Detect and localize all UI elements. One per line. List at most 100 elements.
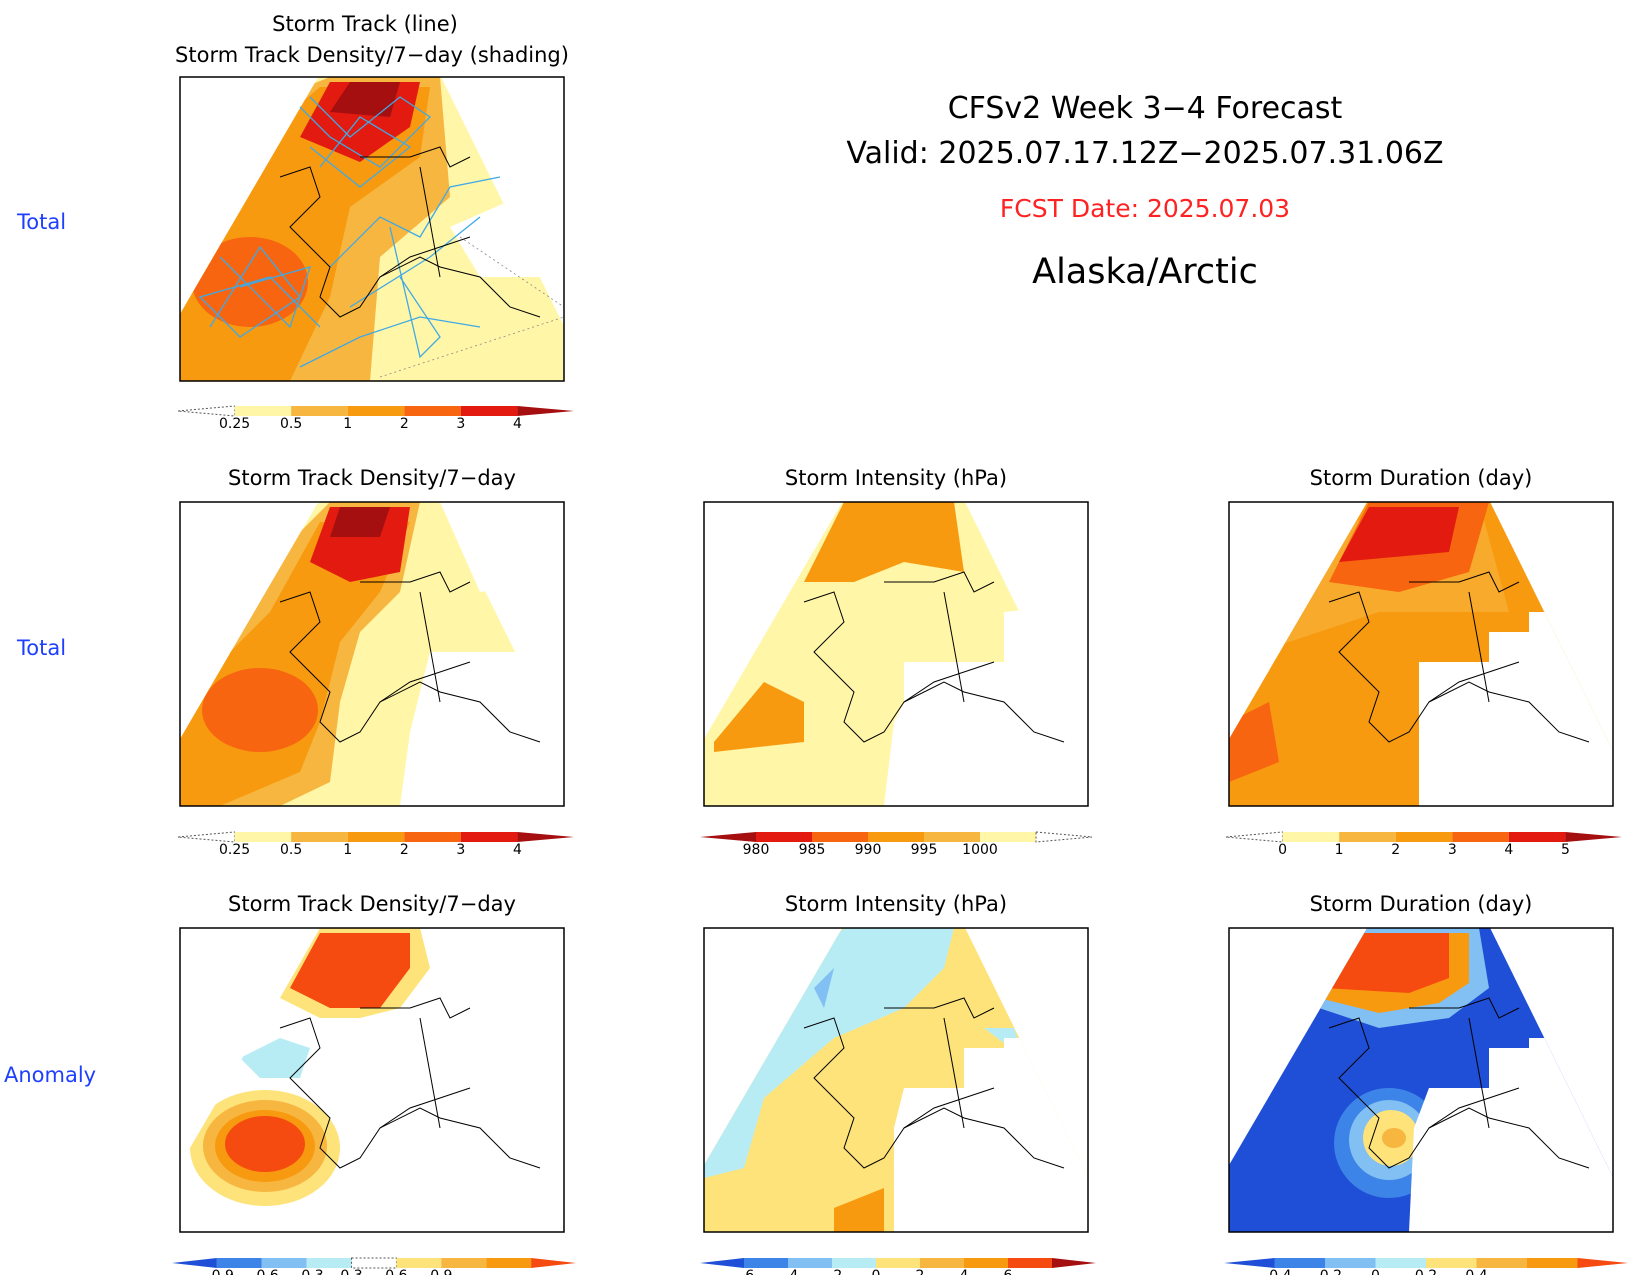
colorbar-tick-label: 0.3 <box>340 1268 362 1275</box>
graticule <box>379 236 565 378</box>
colorbar-tick-label: −6 <box>734 1268 755 1275</box>
colorbar-tick-label: −0.9 <box>200 1268 234 1275</box>
colorbar-tick-label: 0.2 <box>1415 1268 1437 1275</box>
colorbar-segment <box>172 1258 217 1268</box>
colorbar-segment <box>876 1258 920 1268</box>
colorbar-segment <box>924 832 980 842</box>
panel-intensity-anom-title: Storm Intensity (hPa) <box>785 892 1007 916</box>
colorbar-tick-label: 0.6 <box>385 1268 407 1275</box>
colorbar-intensity-total: 980 985 990 995 1000 <box>700 831 1093 858</box>
row-label-total-2: Total <box>16 636 66 660</box>
colorbar-tick-label: 3 <box>456 416 465 432</box>
panel-track-title-1: Storm Track (line) <box>272 12 458 36</box>
colorbar-tick-label: 995 <box>911 842 938 858</box>
storm-track-lines <box>198 96 501 368</box>
colorbar-segment <box>404 406 461 416</box>
colorbar-segment <box>177 831 236 843</box>
colorbar-segment <box>351 1257 397 1269</box>
colorbar-tick-label: 0 <box>1371 1268 1380 1275</box>
colorbar-tick-label: 2 <box>1391 842 1400 858</box>
colorbar-segment <box>744 1258 788 1268</box>
colorbar-segment <box>1225 831 1284 843</box>
panel-duration-anom-title: Storm Duration (day) <box>1310 892 1533 916</box>
colorbar-tick-label: 990 <box>855 842 882 858</box>
colorbar-tick-label: 0.25 <box>219 416 250 432</box>
colorbar-segment <box>234 406 292 416</box>
colorbar-segment <box>1508 832 1566 842</box>
colorbar-tick-label: 0.5 <box>280 416 302 432</box>
colorbar-segment <box>1282 832 1340 842</box>
map-track-density <box>179 76 565 382</box>
map-density-anom <box>179 927 565 1233</box>
map-density-total <box>179 501 565 807</box>
colorbar-segment <box>1224 1258 1275 1268</box>
colorbar-density-total: 0.25 0.5 1 2 3 4 <box>177 831 574 858</box>
colorbar-density-anomaly: −0.9 −0.6 −0.3 0.3 0.6 0.9 <box>172 1257 576 1279</box>
colorbar-tick-label: 985 <box>799 842 826 858</box>
colorbar-segment <box>812 832 868 842</box>
colorbar-segment <box>347 406 405 416</box>
colorbar-tick-label: 0.9 <box>430 1268 452 1275</box>
colorbar-segment <box>1395 832 1453 842</box>
colorbar-tick-label: −0.2 <box>1308 1268 1342 1275</box>
colorbar-segment <box>1452 832 1509 842</box>
colorbar-tick-label: −4 <box>778 1268 799 1275</box>
colorbar-tick-label: 4 <box>513 842 522 858</box>
colorbar-tick-label: −0.3 <box>290 1268 324 1275</box>
colorbar-segment <box>980 832 1036 842</box>
colorbar-tick-label: 1 <box>343 416 352 432</box>
colorbar-segment <box>441 1258 487 1268</box>
colorbar-segment <box>1052 1258 1096 1268</box>
colorbar-segment <box>756 832 812 842</box>
colorbar-tick-label: 4 <box>513 416 522 432</box>
colorbar-tick-label: −0.6 <box>245 1268 279 1275</box>
colorbar-segment <box>1577 1258 1628 1268</box>
colorbar-segment <box>234 832 292 842</box>
panel-density-anom-title: Storm Track Density/7−day <box>228 892 516 916</box>
map-intensity-anom <box>703 927 1089 1233</box>
colorbar-segment <box>261 1258 307 1268</box>
header-region: Alaska/Arctic <box>1032 252 1258 292</box>
colorbar-segment <box>1527 1258 1578 1268</box>
colorbar-intensity-anomaly: −6 −4 −2 0 2 4 6 <box>700 1258 1096 1279</box>
colorbar-duration-anomaly: −0.4 −0.2 0 0.2 0.4 <box>1224 1258 1628 1279</box>
colorbar-segment <box>291 832 348 842</box>
colorbar-segment <box>788 1258 832 1268</box>
colorbar-tick-label: 2 <box>916 1268 925 1275</box>
colorbar-tick-label: 0.5 <box>280 842 302 858</box>
colorbar-tick-label: 4 <box>1504 842 1513 858</box>
colorbar-segment <box>1375 1258 1426 1268</box>
colorbar-tick-label: 5 <box>1561 842 1570 858</box>
row-label-total-1: Total <box>16 210 66 234</box>
colorbar-segment <box>396 1258 442 1268</box>
row-label-anomaly: Anomaly <box>4 1063 96 1087</box>
panel-intensity-total-title: Storm Intensity (hPa) <box>785 466 1007 490</box>
colorbar-segment <box>306 1258 352 1268</box>
colorbar-segment <box>1274 1258 1325 1268</box>
colorbar-segment <box>920 1258 964 1268</box>
colorbar-segment <box>1565 832 1622 842</box>
colorbar-tick-label: 3 <box>1448 842 1457 858</box>
colorbar-segment <box>531 1258 576 1268</box>
colorbar-segment <box>1008 1258 1052 1268</box>
colorbar-density-track: 0.25 0.5 1 2 3 4 <box>177 405 574 432</box>
colorbar-tick-label: 0.4 <box>1465 1268 1487 1275</box>
map-duration-anom <box>1228 927 1614 1233</box>
colorbar-segment <box>1339 832 1396 842</box>
colorbar-tick-label: −0.4 <box>1258 1268 1292 1275</box>
panel-duration-total-title: Storm Duration (day) <box>1310 466 1533 490</box>
colorbar-duration-total: 0 1 2 3 4 5 <box>1225 831 1622 858</box>
colorbar-segment <box>517 406 574 416</box>
colorbar-tick-label: −2 <box>822 1268 843 1275</box>
colorbar-tick-label: 1 <box>343 842 352 858</box>
colorbar-tick-label: 4 <box>960 1268 969 1275</box>
panel-density-total-title: Storm Track Density/7−day <box>228 466 516 490</box>
colorbar-segment <box>964 1258 1008 1268</box>
colorbar-tick-label: 2 <box>400 416 409 432</box>
colorbar-segment <box>700 832 756 842</box>
colorbar-segment <box>1035 831 1093 843</box>
colorbar-tick-label: 0.25 <box>219 842 250 858</box>
panel-track-title-2: Storm Track Density/7−day (shading) <box>175 43 569 67</box>
colorbar-segment <box>404 832 461 842</box>
